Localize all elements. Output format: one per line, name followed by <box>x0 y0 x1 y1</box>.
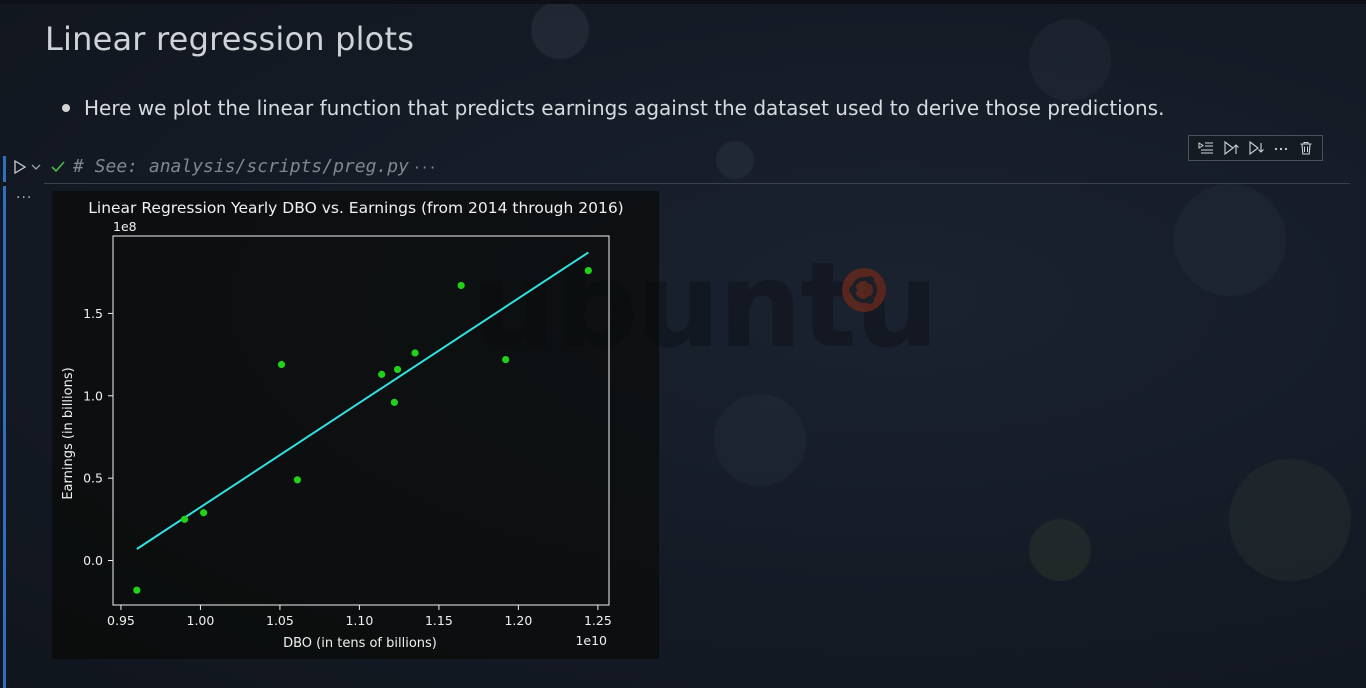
x-tick-label: 1.15 <box>425 613 453 628</box>
data-point <box>411 349 419 357</box>
code-editor[interactable]: # See: analysis/scripts/preg.py ··· <box>73 156 436 177</box>
run-cell-button[interactable] <box>13 159 27 175</box>
x-offset-label: 1e10 <box>575 633 607 648</box>
data-point <box>378 370 386 378</box>
data-point <box>293 476 302 484</box>
folded-code-indicator[interactable]: ··· <box>412 161 437 176</box>
run-by-line-button[interactable] <box>1195 138 1217 158</box>
markdown-bullet: Here we plot the linear function that pr… <box>62 96 1164 120</box>
y-tick-label: 1.5 <box>83 306 103 321</box>
markdown-heading: Linear regression plots <box>45 20 415 58</box>
x-tick-label: 1.25 <box>584 613 612 628</box>
data-point <box>457 281 465 290</box>
y-axis-label: Earnings (in billions) <box>61 367 76 499</box>
y-tick-label: 0.0 <box>83 553 103 568</box>
code-comment: # See: analysis/scripts/preg.py <box>73 156 409 177</box>
y-tick-label: 1.0 <box>83 388 103 403</box>
data-point <box>277 360 286 369</box>
data-point <box>502 355 510 364</box>
more-actions-button[interactable] <box>1270 138 1292 158</box>
plot-axes-box <box>112 235 610 606</box>
cell-focus-bar <box>3 156 6 182</box>
cell-toolbar <box>1188 135 1323 161</box>
data-point <box>200 509 208 517</box>
execute-below-icon <box>1248 140 1264 156</box>
bullet-text: Here we plot the linear function that pr… <box>84 96 1165 120</box>
data-point <box>584 266 592 275</box>
chevron-down-icon <box>31 164 41 170</box>
play-icon <box>14 159 27 175</box>
trash-icon <box>1300 141 1311 155</box>
success-check-icon <box>50 158 66 176</box>
regression-line <box>136 251 589 550</box>
window-top-edge <box>0 0 1366 4</box>
x-axis-label: DBO (in tens of billions) <box>283 636 437 651</box>
more-actions-icon <box>1274 147 1287 151</box>
delete-cell-button[interactable] <box>1295 138 1317 158</box>
x-tick-label: 1.10 <box>345 613 373 628</box>
cell-separator <box>44 183 1350 184</box>
output-menu-button[interactable]: ··· <box>16 190 33 206</box>
ubuntu-circle-of-friends-icon <box>840 266 888 314</box>
x-tick-label: 1.05 <box>266 613 294 628</box>
x-tick-label: 1.00 <box>187 613 215 628</box>
execute-below-button[interactable] <box>1245 138 1267 158</box>
run-by-line-icon <box>1198 142 1213 154</box>
x-tick-label: 1.20 <box>504 613 532 628</box>
regression-chart: Linear Regression Yearly DBO vs. Earning… <box>61 199 624 651</box>
bullet-dot-icon <box>62 104 70 112</box>
output-focus-bar <box>3 186 6 688</box>
y-tick-label: 0.5 <box>83 471 103 486</box>
y-offset-label: 1e8 <box>113 219 137 234</box>
execute-above-button[interactable] <box>1220 138 1242 158</box>
plot-output: Linear Regression Yearly DBO vs. Earning… <box>52 191 659 659</box>
data-point <box>133 586 141 594</box>
data-point <box>393 365 402 374</box>
cell-collapse-button[interactable] <box>30 159 42 173</box>
x-tick-label: 0.95 <box>107 613 135 628</box>
data-point <box>180 515 189 523</box>
chart-title: Linear Regression Yearly DBO vs. Earning… <box>88 199 623 217</box>
data-point <box>390 398 398 406</box>
execute-above-icon <box>1223 140 1239 156</box>
